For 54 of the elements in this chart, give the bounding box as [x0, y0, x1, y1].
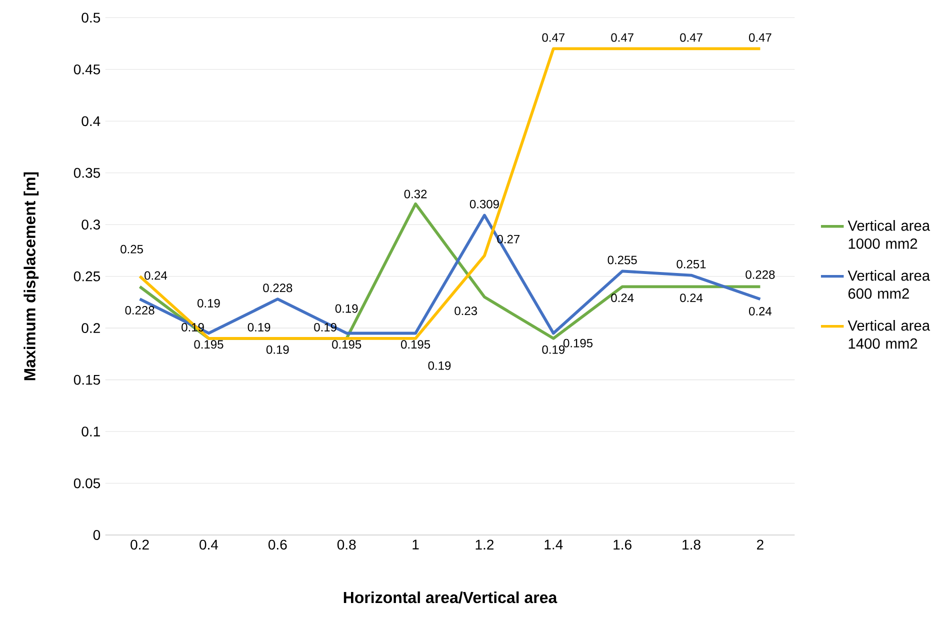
data-label: 0.19: [335, 304, 358, 313]
data-label: 0.195: [194, 340, 224, 349]
legend-label: Vertical area 1000 mm2: [848, 220, 930, 249]
data-label: 0.19: [266, 345, 289, 354]
data-label: 0.24: [144, 271, 168, 280]
legend-label: Vertical area 600 mm2: [848, 270, 930, 299]
data-label: 0.47: [542, 33, 564, 42]
x-tick-label: 0.6: [268, 540, 287, 550]
data-label: 0.19: [314, 322, 336, 332]
x-tick-label: 1.6: [614, 540, 632, 550]
data-label: 0.25: [120, 244, 143, 254]
data-label: 0.32: [404, 190, 427, 198]
data-label: 0.195: [400, 340, 430, 349]
x-tick-label: 0.8: [337, 540, 356, 550]
data-label: 0.195: [563, 338, 593, 348]
data-label: 0.228: [746, 270, 775, 279]
y-tick-label: 0.5: [82, 12, 100, 23]
y-tick-label: 0.2: [82, 323, 100, 334]
data-label: 0.23: [454, 306, 478, 316]
x-tick-label: 1.8: [682, 540, 700, 550]
data-label: 0.19: [542, 345, 565, 354]
x-tick-label: 2: [757, 540, 764, 550]
data-label: 0.19: [198, 298, 220, 308]
y-tick-label: 0.05: [74, 478, 100, 488]
x-axis-title: Horizontal area/Vertical area: [344, 591, 558, 604]
data-label: 0.255: [608, 256, 637, 264]
x-tick-label: 0.2: [130, 540, 149, 550]
data-label: 0.228: [125, 306, 154, 315]
x-tick-label: 1: [412, 540, 419, 550]
data-label: 0.24: [680, 294, 703, 302]
data-label: 0.47: [748, 33, 772, 42]
data-label: 0.47: [680, 33, 702, 42]
y-tick-label: 0.4: [82, 116, 100, 126]
data-label: 0.228: [263, 284, 292, 292]
y-tick-label: 0.25: [74, 271, 100, 282]
y-tick-label: 0: [93, 530, 100, 540]
y-tick-label: 0.1: [82, 426, 100, 436]
data-label: 0.19: [428, 361, 451, 370]
y-axis-title: Maximum displacement [m]: [24, 172, 39, 380]
y-tick-label: 0.45: [74, 64, 100, 74]
data-label: 0.195: [332, 340, 362, 349]
data-label: 0.47: [611, 33, 634, 42]
y-tick-label: 0.15: [74, 374, 100, 385]
y-tick-label: 0.35: [74, 168, 100, 178]
data-label: 0.19: [248, 322, 270, 332]
data-label: 0.309: [470, 200, 499, 208]
y-tick-label: 0.3: [82, 220, 100, 230]
x-tick-label: 1.4: [544, 540, 563, 550]
x-tick-label: 0.4: [200, 540, 218, 550]
legend-label: Vertical area 1400 mm2: [848, 320, 930, 349]
x-tick-label: 1.2: [476, 540, 494, 550]
data-label: 0.24: [611, 294, 634, 302]
data-label: 0.251: [676, 260, 706, 268]
data-label: 0.24: [748, 306, 772, 316]
